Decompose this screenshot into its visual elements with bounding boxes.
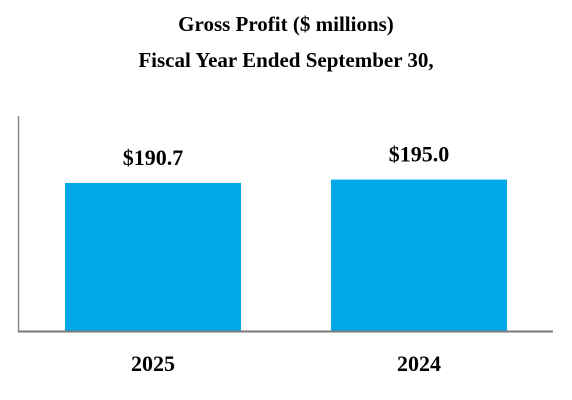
chart-subtitle: Fiscal Year Ended September 30, [138, 48, 434, 72]
value-label-2024: $195.0 [389, 142, 450, 167]
category-label-2024: 2024 [397, 351, 441, 376]
category-label-2025: 2025 [131, 351, 175, 376]
bar-2025 [65, 182, 241, 331]
value-label-2025: $190.7 [123, 145, 184, 170]
chart-title: Gross Profit ($ millions) [178, 12, 394, 36]
bar-2024 [331, 179, 507, 331]
